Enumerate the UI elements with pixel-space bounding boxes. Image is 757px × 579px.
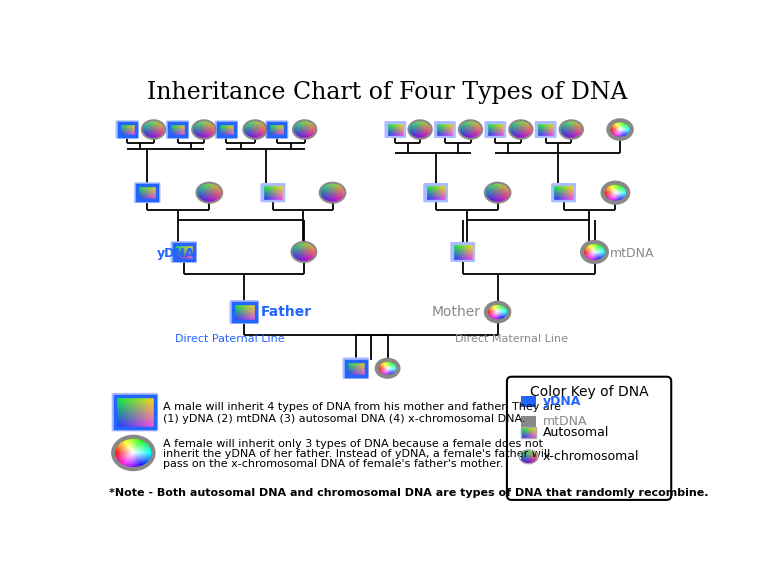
Text: Color Key of DNA: Color Key of DNA bbox=[530, 385, 649, 399]
Bar bbox=[436, 123, 453, 135]
Ellipse shape bbox=[377, 360, 398, 377]
Text: pass on the x-chromosomal DNA of female's father's mother.: pass on the x-chromosomal DNA of female'… bbox=[163, 459, 503, 469]
Text: Mother: Mother bbox=[431, 305, 481, 319]
Bar bbox=[537, 123, 554, 135]
FancyBboxPatch shape bbox=[229, 300, 259, 324]
FancyBboxPatch shape bbox=[166, 120, 189, 139]
FancyBboxPatch shape bbox=[215, 120, 238, 139]
Bar bbox=[521, 416, 537, 427]
Text: *Note - Both autosomal DNA and chromosomal DNA are types of DNA that randomly re: *Note - Both autosomal DNA and chromosom… bbox=[108, 488, 708, 498]
FancyBboxPatch shape bbox=[134, 182, 160, 203]
Bar bbox=[387, 123, 403, 135]
FancyBboxPatch shape bbox=[112, 393, 158, 431]
Bar bbox=[425, 185, 446, 200]
Bar bbox=[346, 361, 366, 376]
Ellipse shape bbox=[244, 120, 266, 139]
Ellipse shape bbox=[142, 120, 165, 139]
FancyBboxPatch shape bbox=[385, 121, 407, 138]
Bar bbox=[119, 123, 136, 135]
FancyBboxPatch shape bbox=[434, 121, 456, 138]
Ellipse shape bbox=[114, 437, 154, 469]
Text: yDNA: yDNA bbox=[543, 395, 581, 408]
Text: Direct Paternal Line: Direct Paternal Line bbox=[176, 334, 285, 343]
Text: Autosomal: Autosomal bbox=[543, 426, 609, 439]
FancyBboxPatch shape bbox=[343, 357, 369, 379]
FancyBboxPatch shape bbox=[116, 120, 139, 139]
Ellipse shape bbox=[293, 120, 316, 139]
Bar bbox=[137, 185, 157, 200]
FancyBboxPatch shape bbox=[423, 183, 448, 202]
Bar bbox=[115, 396, 155, 428]
Bar bbox=[268, 123, 285, 135]
Bar bbox=[232, 303, 256, 321]
Bar bbox=[173, 244, 194, 259]
Ellipse shape bbox=[609, 120, 631, 139]
Text: Father: Father bbox=[261, 305, 313, 319]
Ellipse shape bbox=[484, 182, 510, 203]
FancyBboxPatch shape bbox=[260, 183, 285, 202]
FancyBboxPatch shape bbox=[484, 121, 506, 138]
Ellipse shape bbox=[603, 182, 628, 203]
Text: Inheritance Chart of Four Types of DNA: Inheritance Chart of Four Types of DNA bbox=[148, 81, 628, 104]
Text: mtDNA: mtDNA bbox=[610, 247, 655, 260]
Bar bbox=[521, 396, 537, 406]
Text: (1) yDNA (2) mtDNA (3) autosomal DNA (4) x-chromosomal DNA.: (1) yDNA (2) mtDNA (3) autosomal DNA (4)… bbox=[163, 413, 525, 424]
Ellipse shape bbox=[582, 242, 607, 262]
Ellipse shape bbox=[509, 120, 532, 139]
Ellipse shape bbox=[559, 120, 583, 139]
Text: x-chromosomal: x-chromosomal bbox=[543, 450, 639, 463]
FancyBboxPatch shape bbox=[450, 242, 475, 262]
Bar bbox=[553, 185, 574, 200]
Bar bbox=[218, 123, 235, 135]
Bar bbox=[169, 123, 186, 135]
Text: A female will inherit only 3 types of DNA because a female does not: A female will inherit only 3 types of DN… bbox=[163, 439, 543, 449]
FancyBboxPatch shape bbox=[92, 67, 684, 518]
Bar bbox=[263, 185, 283, 200]
Bar bbox=[487, 123, 504, 135]
Text: inherit the yDNA of her father. Instead of yDNA, a female's father will: inherit the yDNA of her father. Instead … bbox=[163, 449, 550, 459]
FancyBboxPatch shape bbox=[551, 183, 576, 202]
Ellipse shape bbox=[197, 182, 222, 203]
Text: Direct Maternal Line: Direct Maternal Line bbox=[455, 334, 568, 343]
Ellipse shape bbox=[291, 242, 316, 262]
Text: yDNA: yDNA bbox=[157, 247, 195, 260]
Bar bbox=[453, 244, 473, 259]
FancyBboxPatch shape bbox=[170, 241, 197, 263]
Ellipse shape bbox=[319, 182, 345, 203]
Ellipse shape bbox=[486, 303, 509, 321]
FancyBboxPatch shape bbox=[265, 120, 288, 139]
FancyBboxPatch shape bbox=[535, 121, 556, 138]
Text: A male will inherit 4 types of DNA from his mother and father. They are: A male will inherit 4 types of DNA from … bbox=[163, 402, 561, 412]
Ellipse shape bbox=[519, 450, 538, 464]
Bar bbox=[521, 427, 537, 438]
Text: mtDNA: mtDNA bbox=[543, 415, 587, 428]
FancyBboxPatch shape bbox=[507, 377, 671, 500]
Ellipse shape bbox=[409, 120, 431, 139]
Ellipse shape bbox=[192, 120, 216, 139]
Ellipse shape bbox=[459, 120, 482, 139]
